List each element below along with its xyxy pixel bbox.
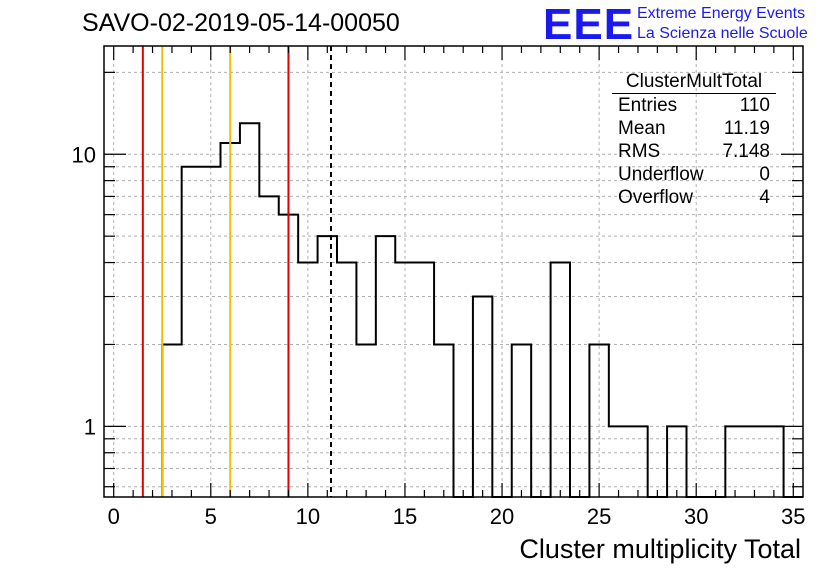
plot-title: SAVO-02-2019-05-14-00050 (82, 9, 400, 37)
x-tick-label: 25 (587, 504, 611, 529)
stats-label: RMS (618, 141, 661, 162)
stats-label: Underflow (618, 164, 704, 185)
stats-label: Mean (618, 118, 666, 139)
y-tick-label: 1 (84, 414, 96, 439)
stats-row-underflow: Underflow 0 (612, 163, 776, 186)
eee-logo: EEE (543, 0, 635, 49)
stats-value: 110 (739, 95, 770, 116)
x-tick-label: 20 (490, 504, 514, 529)
stats-row-entries: Entries 110 (612, 94, 776, 117)
marker-lines-layer (141, 46, 332, 497)
x-axis-label: Cluster multiplicity Total (519, 534, 801, 564)
x-tick-label: 0 (108, 504, 120, 529)
stats-title: ClusterMultTotal (612, 70, 776, 94)
stats-value: 11.19 (723, 118, 770, 139)
x-tick-label: 5 (205, 504, 217, 529)
stats-value: 4 (759, 187, 770, 208)
logo-line-1: Extreme Energy Events (637, 5, 806, 22)
stats-value: 0 (759, 164, 770, 185)
stats-row-overflow: Overflow 4 (612, 186, 776, 209)
x-tick-label: 30 (684, 504, 708, 529)
plot-frame (103, 45, 804, 498)
stats-row-rms: RMS 7.148 (612, 140, 776, 163)
x-tick-label: 35 (781, 504, 805, 529)
stats-label: Entries (618, 95, 678, 116)
logo-line-2: La Scienza nelle Scuole (637, 25, 808, 42)
x-tick-label: 15 (393, 504, 417, 529)
stats-value: 7.148 (722, 141, 770, 162)
y-tick-label: 10 (72, 142, 96, 167)
x-tick-label: 10 (296, 504, 320, 529)
stats-box: ClusterMultTotal Entries 110 Mean 11.19 … (612, 70, 776, 209)
stats-row-mean: Mean 11.19 (612, 117, 776, 140)
stats-label: Overflow (618, 187, 693, 208)
